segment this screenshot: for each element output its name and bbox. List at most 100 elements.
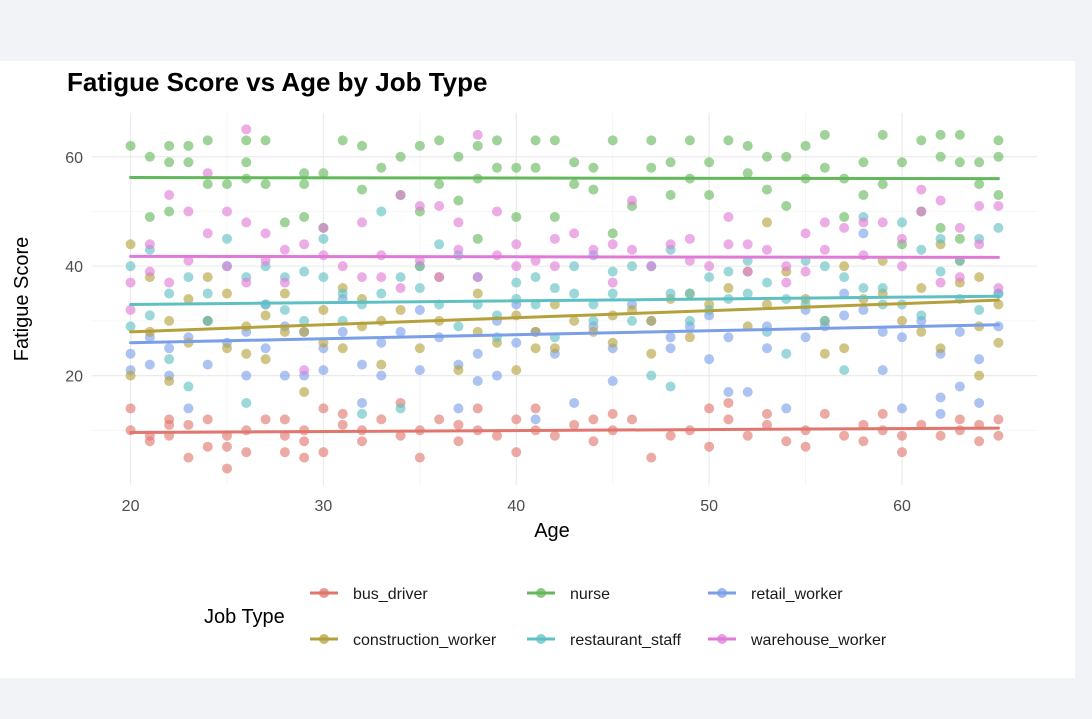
- data-point-nurse: [974, 179, 985, 190]
- data-point-warehouse_worker: [723, 239, 734, 250]
- data-point-restaurant_staff: [993, 222, 1004, 233]
- data-point-construction_worker: [376, 359, 387, 370]
- data-point-warehouse_worker: [607, 239, 618, 250]
- data-point-nurse: [935, 151, 946, 162]
- data-point-warehouse_worker: [241, 217, 252, 228]
- data-point-bus_driver: [164, 419, 175, 430]
- data-point-nurse: [607, 228, 618, 239]
- data-point-restaurant_staff: [839, 272, 850, 283]
- legend-key-point-construction_worker: [319, 634, 329, 644]
- legend-key-point-restaurant_staff: [536, 634, 546, 644]
- data-point-restaurant_staff: [819, 315, 830, 326]
- data-point-bus_driver: [993, 414, 1004, 425]
- data-point-warehouse_worker: [935, 277, 946, 288]
- data-point-nurse: [588, 184, 599, 195]
- legend-label-restaurant_staff: restaurant_staff: [570, 632, 681, 649]
- data-point-construction_worker: [164, 376, 175, 387]
- data-point-nurse: [434, 179, 445, 190]
- data-point-warehouse_worker: [588, 244, 599, 255]
- data-point-bus_driver: [569, 419, 580, 430]
- data-point-construction_worker: [762, 217, 772, 228]
- data-point-construction_worker: [819, 348, 830, 359]
- data-point-retail_worker: [144, 359, 155, 370]
- data-point-retail_worker: [279, 370, 290, 381]
- data-point-restaurant_staff: [897, 217, 907, 228]
- data-point-retail_worker: [492, 370, 502, 381]
- data-point-retail_worker: [974, 397, 985, 408]
- data-point-nurse: [318, 168, 329, 179]
- data-point-nurse: [376, 162, 387, 173]
- data-point-restaurant_staff: [376, 288, 387, 299]
- data-point-nurse: [434, 135, 445, 146]
- data-point-bus_driver: [299, 452, 310, 463]
- data-point-restaurant_staff: [183, 272, 194, 283]
- data-point-bus_driver: [704, 441, 715, 452]
- data-point-nurse: [993, 190, 1004, 201]
- data-point-retail_worker: [183, 403, 194, 414]
- data-point-warehouse_worker: [781, 261, 792, 272]
- data-point-nurse: [222, 179, 232, 190]
- data-point-nurse: [549, 211, 560, 222]
- data-point-retail_worker: [954, 381, 965, 392]
- data-point-warehouse_worker: [954, 272, 965, 283]
- data-point-warehouse_worker: [974, 239, 985, 250]
- data-point-restaurant_staff: [684, 315, 695, 326]
- data-point-warehouse_worker: [511, 261, 522, 272]
- data-point-construction_worker: [299, 326, 310, 337]
- data-point-warehouse_worker: [858, 217, 869, 228]
- data-point-restaurant_staff: [607, 288, 618, 299]
- data-point-warehouse_worker: [627, 244, 637, 255]
- data-point-bus_driver: [993, 430, 1004, 441]
- chart-title: Fatigue Score vs Age by Job Type: [67, 67, 487, 97]
- data-point-construction_worker: [916, 283, 927, 294]
- data-point-construction_worker: [299, 387, 310, 397]
- data-point-construction_worker: [974, 272, 985, 283]
- data-point-restaurant_staff: [588, 315, 599, 326]
- data-point-bus_driver: [858, 436, 869, 447]
- data-point-warehouse_worker: [569, 228, 580, 239]
- data-point-construction_worker: [222, 288, 232, 299]
- data-point-restaurant_staff: [646, 370, 657, 381]
- data-point-bus_driver: [530, 403, 541, 414]
- data-point-retail_worker: [704, 354, 715, 365]
- data-point-retail_worker: [530, 414, 541, 425]
- data-point-construction_worker: [395, 304, 406, 315]
- data-point-nurse: [974, 157, 985, 168]
- legend-label-bus_driver: bus_driver: [353, 586, 428, 603]
- data-point-nurse: [839, 211, 850, 222]
- data-point-bus_driver: [222, 441, 232, 452]
- data-point-warehouse_worker: [742, 239, 753, 250]
- data-point-restaurant_staff: [241, 397, 252, 408]
- data-point-nurse: [781, 151, 792, 162]
- data-point-restaurant_staff: [819, 261, 830, 272]
- data-point-retail_worker: [414, 304, 425, 315]
- data-point-bus_driver: [279, 430, 290, 441]
- data-point-nurse: [260, 179, 271, 190]
- data-point-bus_driver: [260, 414, 271, 425]
- data-point-bus_driver: [472, 403, 483, 414]
- data-point-nurse: [453, 195, 464, 206]
- data-point-construction_worker: [993, 299, 1004, 310]
- data-point-construction_worker: [164, 315, 175, 326]
- data-point-warehouse_worker: [897, 233, 907, 244]
- data-point-construction_worker: [549, 343, 560, 354]
- data-point-bus_driver: [125, 403, 136, 414]
- scatter-points: [125, 124, 1004, 474]
- grid: [92, 113, 1037, 485]
- data-point-construction_worker: [723, 283, 734, 294]
- data-point-construction_worker: [839, 261, 850, 272]
- chart-svg: Fatigue Score vs Age by Job Type 20 30 40 5…: [11, 67, 1037, 649]
- data-point-warehouse_worker: [222, 261, 232, 272]
- legend-label-construction_worker: construction_worker: [353, 632, 497, 649]
- x-tick-label: 20: [122, 498, 140, 515]
- data-point-nurse: [453, 151, 464, 162]
- data-point-restaurant_staff: [144, 310, 155, 321]
- data-point-warehouse_worker: [299, 239, 310, 250]
- data-point-nurse: [357, 140, 367, 151]
- data-point-nurse: [954, 157, 965, 168]
- data-point-construction_worker: [646, 348, 657, 359]
- data-point-construction_worker: [241, 348, 252, 359]
- data-point-warehouse_worker: [472, 272, 483, 283]
- legend: Job Type bus_driver nurse retail_workercon…: [204, 586, 887, 649]
- axis-ticks: 20 30 40 50 60 20 40 60: [65, 150, 911, 515]
